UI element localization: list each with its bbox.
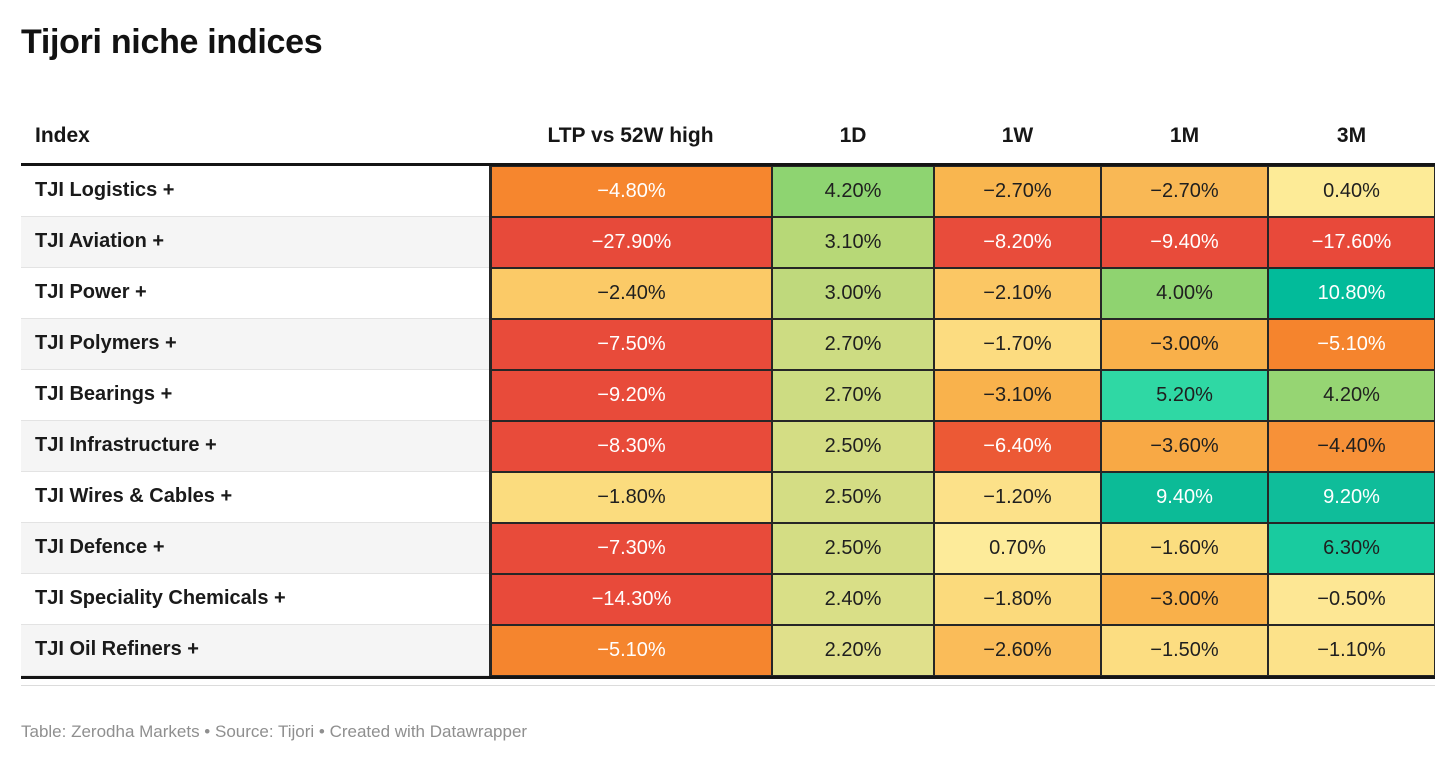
table-row: TJI Polymers + −7.50% 2.70% −1.70% −3.00% −5.… bbox=[21, 318, 1435, 370]
value-cell: 0.40% bbox=[1268, 165, 1435, 217]
row-label[interactable]: TJI Wires & Cables + bbox=[21, 471, 489, 523]
datawrapper-table: Tijori niche indices Index LTP vs 52W hi… bbox=[21, 23, 1435, 741]
value-cell: −3.60% bbox=[1101, 420, 1268, 472]
value-cell: −3.00% bbox=[1101, 318, 1268, 370]
row-label[interactable]: TJI Bearings + bbox=[21, 369, 489, 421]
value-cell: −2.70% bbox=[934, 165, 1101, 217]
table-row: TJI Wires & Cables + −1.80% 2.50% −1.20% 9.4… bbox=[21, 471, 1435, 523]
value-cell: −3.00% bbox=[1101, 573, 1268, 625]
value-cell: −6.40% bbox=[934, 420, 1101, 472]
value-cell: −1.80% bbox=[934, 573, 1101, 625]
value-cell: −9.40% bbox=[1101, 216, 1268, 268]
value-cell: 0.70% bbox=[934, 522, 1101, 574]
value-cell: 2.70% bbox=[772, 318, 934, 370]
value-cell: −1.60% bbox=[1101, 522, 1268, 574]
value-cell: −1.20% bbox=[934, 471, 1101, 523]
value-cell: 2.50% bbox=[772, 522, 934, 574]
value-cell: −9.20% bbox=[489, 369, 772, 421]
value-cell: 2.20% bbox=[772, 624, 934, 676]
column-header-1d: 1D bbox=[839, 123, 867, 147]
value-cell: −1.10% bbox=[1268, 624, 1435, 676]
column-header-ltp-52w: LTP vs 52W high bbox=[547, 123, 714, 147]
table-row: TJI Aviation + −27.90% 3.10% −8.20% −9.40% −1… bbox=[21, 216, 1435, 268]
row-label[interactable]: TJI Infrastructure + bbox=[21, 420, 489, 472]
value-cell: −14.30% bbox=[489, 573, 772, 625]
value-cell: 9.20% bbox=[1268, 471, 1435, 523]
value-cell: −0.50% bbox=[1268, 573, 1435, 625]
value-cell: 9.40% bbox=[1101, 471, 1268, 523]
value-cell: 4.20% bbox=[1268, 369, 1435, 421]
value-cell: 2.50% bbox=[772, 471, 934, 523]
row-label[interactable]: TJI Power + bbox=[21, 267, 489, 319]
value-cell: 6.30% bbox=[1268, 522, 1435, 574]
value-cell: −5.10% bbox=[489, 624, 772, 676]
table-row: TJI Infrastructure + −8.30% 2.50% −6.40% −3.… bbox=[21, 420, 1435, 472]
value-cell: 3.10% bbox=[772, 216, 934, 268]
table-row: TJI Defence + −7.30% 2.50% 0.70% −1.60% 6.30% bbox=[21, 522, 1435, 574]
column-header-1m: 1M bbox=[1169, 123, 1200, 147]
value-cell: 4.20% bbox=[772, 165, 934, 217]
value-cell: −4.80% bbox=[489, 165, 772, 217]
table-bottom-divider bbox=[21, 684, 1435, 686]
value-cell: 2.40% bbox=[772, 573, 934, 625]
column-header-3m: 3M bbox=[1336, 123, 1367, 147]
row-label[interactable]: TJI Defence + bbox=[21, 522, 489, 574]
value-cell: −2.70% bbox=[1101, 165, 1268, 217]
value-cell: −17.60% bbox=[1268, 216, 1435, 268]
value-cell: −2.10% bbox=[934, 267, 1101, 319]
value-cell: −4.40% bbox=[1268, 420, 1435, 472]
table-row: TJI Oil Refiners + −5.10% 2.20% −2.60% −1.50… bbox=[21, 624, 1435, 676]
row-label[interactable]: TJI Speciality Chemicals + bbox=[21, 573, 489, 625]
value-cell: −1.50% bbox=[1101, 624, 1268, 676]
value-cell: 5.20% bbox=[1101, 369, 1268, 421]
table-header: Index LTP vs 52W high 1D 1W 1M 3M bbox=[21, 109, 1435, 166]
column-header-index: Index bbox=[35, 123, 90, 147]
row-label[interactable]: TJI Logistics + bbox=[21, 165, 489, 217]
column-header-1w: 1W bbox=[1001, 123, 1034, 147]
value-cell: −5.10% bbox=[1268, 318, 1435, 370]
value-cell: 3.00% bbox=[772, 267, 934, 319]
row-label[interactable]: TJI Polymers + bbox=[21, 318, 489, 370]
value-cell: −8.30% bbox=[489, 420, 772, 472]
value-cell: −3.10% bbox=[934, 369, 1101, 421]
value-cell: −7.30% bbox=[489, 522, 772, 574]
table-row: TJI Logistics + −4.80% 4.20% −2.70% −2.70% 0.… bbox=[21, 165, 1435, 217]
table-row: TJI Bearings + −9.20% 2.70% −3.10% 5.20% 4.20… bbox=[21, 369, 1435, 421]
value-cell: −1.70% bbox=[934, 318, 1101, 370]
table-body: TJI Logistics + −4.80% 4.20% −2.70% −2.70% 0.… bbox=[21, 165, 1435, 679]
value-cell: −1.80% bbox=[489, 471, 772, 523]
value-cell: 4.00% bbox=[1101, 267, 1268, 319]
value-cell: 2.50% bbox=[772, 420, 934, 472]
value-cell: 10.80% bbox=[1268, 267, 1435, 319]
page-title: Tijori niche indices bbox=[21, 23, 323, 61]
value-cell: −2.40% bbox=[489, 267, 772, 319]
value-cell: −7.50% bbox=[489, 318, 772, 370]
value-cell: −27.90% bbox=[489, 216, 772, 268]
value-cell: −2.60% bbox=[934, 624, 1101, 676]
table-row: TJI Speciality Chemicals + −14.30% 2.40% −1… bbox=[21, 573, 1435, 625]
value-cell: 2.70% bbox=[772, 369, 934, 421]
attribution-footer: Table: Zerodha Markets • Source: Tijori … bbox=[21, 721, 528, 741]
table-row: TJI Power + −2.40% 3.00% −2.10% 4.00% 10.80% bbox=[21, 267, 1435, 319]
value-cell: −8.20% bbox=[934, 216, 1101, 268]
row-label[interactable]: TJI Aviation + bbox=[21, 216, 489, 268]
row-label[interactable]: TJI Oil Refiners + bbox=[21, 624, 489, 676]
